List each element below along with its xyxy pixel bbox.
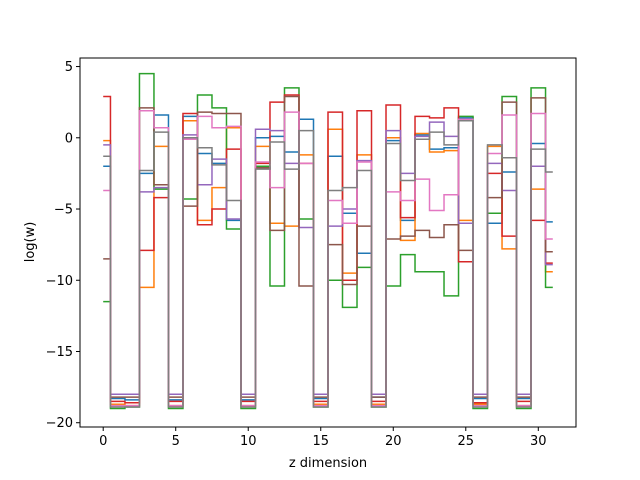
series-layer xyxy=(103,72,553,410)
x-axis-label: z dimension xyxy=(289,456,367,471)
x-tick-label: 20 xyxy=(385,434,402,449)
y-tick-label: 5 xyxy=(65,60,73,75)
x-tick-label: 5 xyxy=(172,434,180,449)
y-tick-label: 0 xyxy=(65,131,73,146)
x-tick-label: 25 xyxy=(458,434,475,449)
x-tick-label: 30 xyxy=(530,434,547,449)
y-tick-label: −5 xyxy=(54,203,73,218)
y-axis-label: log(w) xyxy=(23,222,38,263)
y-tick-label: −15 xyxy=(46,345,73,360)
x-tick-label: 0 xyxy=(99,434,107,449)
axes-frame xyxy=(79,57,577,428)
y-tick-label: −10 xyxy=(46,274,73,289)
y-tick-label: −20 xyxy=(46,416,73,431)
x-axis: 0 5 10 15 20 25 30 xyxy=(99,427,547,449)
x-tick-label: 15 xyxy=(312,434,329,449)
x-tick-label: 10 xyxy=(240,434,257,449)
series-line-8 xyxy=(103,119,553,408)
y-axis: 5 0 −5 −10 −15 −20 xyxy=(46,60,80,431)
